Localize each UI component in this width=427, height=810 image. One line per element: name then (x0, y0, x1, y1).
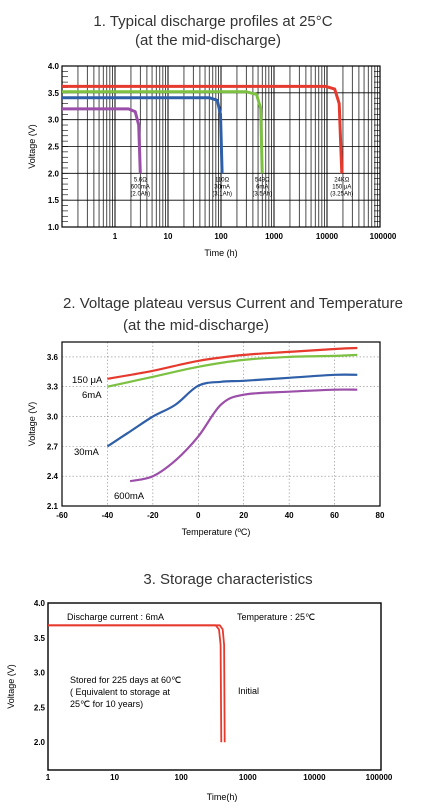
chart1-x-tick: 1000 (265, 232, 283, 241)
chart2-x-tick: -60 (56, 511, 68, 520)
chart3-y-tick: 2.0 (34, 738, 46, 747)
chart2-series-label: 6mA (82, 390, 102, 401)
chart3-x-tick: 10000 (303, 773, 326, 782)
chart1-series-annotation: 24KΩ (334, 177, 350, 183)
chart3-x-tick: 1 (46, 773, 51, 782)
chart1-series-annotation: (3.1Ah) (212, 191, 232, 197)
chart1-series-annotation: 600mA (131, 184, 150, 190)
chart2-x-tick: 0 (196, 511, 201, 520)
chart1-series-annotation: 30mA (214, 184, 230, 190)
chart1-series-annotation: (3.25Ah) (330, 191, 353, 197)
chart1-y-tick: 4.0 (48, 62, 60, 71)
chart2-series-label: 600mA (114, 491, 145, 502)
chart2-series-line (129, 388, 358, 483)
chart2-title: 2. Voltage plateau versus Current and Te… (63, 295, 403, 312)
chart3-discharge-current: Discharge current : 6mA (67, 612, 164, 622)
chart1-series-annotation: 150 μA (332, 184, 351, 190)
chart1-series-annotation: 6mA (256, 184, 268, 190)
chart2-y-axis-label: Voltage (V) (27, 402, 37, 447)
chart1-series-line (62, 90, 264, 174)
chart3-y-axis-label: Voltage (V) (6, 664, 16, 709)
chart2-plot-frame (61, 341, 381, 507)
chart2-series-line (106, 373, 358, 448)
chart1-x-tick: 10000 (316, 232, 339, 241)
chart3-stored-annotation: ( Equivalent to storage at (70, 687, 171, 697)
chart3-title: 3. Storage characteristics (143, 571, 312, 588)
chart1-y-tick: 3.5 (48, 89, 60, 98)
chart3-y-tick: 3.0 (34, 669, 46, 678)
chart2-y-tick: 3.0 (47, 413, 59, 422)
chart1-series-line (62, 107, 142, 174)
chart3-y-tick: 3.5 (34, 634, 46, 643)
chart1-x-tick: 1 (113, 232, 118, 241)
chart3-x-tick: 1000 (239, 773, 257, 782)
chart2-x-axis-label: Temperature (ºC) (182, 527, 251, 537)
chart3-stored-annotation: 25℃ for 10 years) (70, 699, 143, 709)
chart1-plot-frame (61, 65, 381, 228)
chart2-y-tick: 3.6 (47, 353, 59, 362)
chart2-x-tick: -20 (147, 511, 159, 520)
chart2-y-tick: 3.3 (47, 383, 59, 392)
chart1-x-axis-label: Time (h) (204, 248, 237, 258)
chart1-series-annotation: 110Ω (215, 177, 230, 183)
chart2-series-label: 30mA (74, 447, 99, 458)
chart3-x-tick: 100000 (366, 773, 393, 782)
chart1-series-annotation: 549Ω (255, 177, 270, 183)
chart1-x-tick: 100 (214, 232, 228, 241)
chart1-series-line (62, 96, 224, 174)
chart2-x-tick: 60 (330, 511, 339, 520)
chart3-plot-frame (47, 602, 382, 771)
chart3-x-axis-label: Time(h) (207, 792, 238, 802)
chart2-x-tick: -40 (102, 511, 114, 520)
chart3-series-line (48, 624, 226, 743)
chart1-y-tick: 1.0 (48, 223, 60, 232)
chart1-series-annotation: 5.6Ω (134, 177, 147, 183)
chart3-y-tick: 2.5 (34, 703, 46, 712)
chart1-series-annotation: (3.5Ah) (252, 191, 272, 197)
chart2-x-tick: 40 (285, 511, 294, 520)
chart1-series-line (62, 84, 344, 174)
chart2-series-line (107, 346, 358, 380)
chart1-title: 1. Typical discharge profiles at 25°C (93, 13, 332, 30)
chart1-x-tick: 100000 (370, 232, 397, 241)
chart1-y-tick: 2.5 (48, 143, 60, 152)
chart1-x-tick: 10 (164, 232, 173, 241)
chart2-subtitle: (at the mid-discharge) (123, 317, 269, 334)
chart1-series-annotation: (2.0Ah) (130, 191, 150, 197)
chart3-x-tick: 10 (110, 773, 119, 782)
chart1-y-axis-label: Voltage (V) (27, 124, 37, 169)
chart1-y-tick: 3.0 (48, 116, 60, 125)
chart1-y-tick: 2.0 (48, 169, 60, 178)
chart2-y-tick: 2.7 (47, 442, 59, 451)
chart3-temperature: Temperature : 25℃ (237, 612, 315, 622)
chart3-initial-annotation: Initial (238, 686, 259, 696)
chart2-y-tick: 2.1 (47, 502, 59, 511)
chart2-series-line (107, 353, 358, 388)
chart3-x-tick: 100 (175, 773, 189, 782)
chart3-stored-annotation: Stored for 225 days at 60℃ (70, 675, 181, 685)
chart2-grid (61, 342, 381, 507)
chart3-y-tick: 4.0 (34, 599, 46, 608)
chart1-y-tick: 1.5 (48, 196, 60, 205)
chart1-subtitle: (at the mid-discharge) (135, 32, 281, 49)
chart2-x-tick: 20 (239, 511, 248, 520)
chart2-series-label: 150 μA (72, 375, 103, 386)
chart2-y-tick: 2.4 (47, 472, 59, 481)
chart2-x-tick: 80 (376, 511, 385, 520)
